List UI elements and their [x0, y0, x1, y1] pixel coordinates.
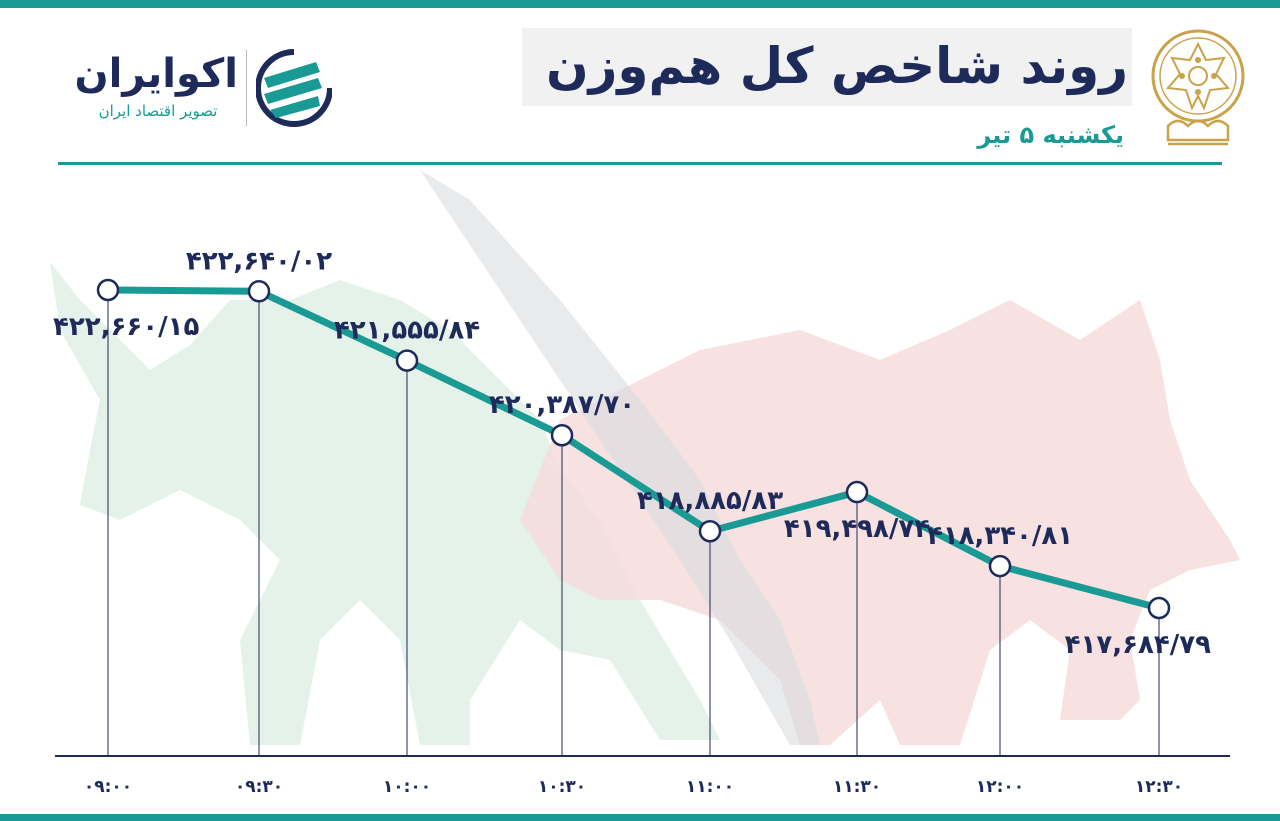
title-background: [522, 28, 1132, 106]
background-art: [50, 170, 1240, 745]
x-tick-label: ۰۹:۳۰: [235, 777, 283, 797]
data-point: [698, 519, 722, 543]
data-point: [96, 278, 120, 302]
brand-tagline: تصویر اقتصاد ایران: [98, 102, 218, 120]
x-tick-labels: ۰۹:۰۰ ۰۹:۳۰ ۱۰:۰۰ ۱۰:۳۰ ۱۱:۰۰ ۱۱:۳۰ ۱۲:۰۰ ۱۲:۳۰: [84, 777, 1183, 797]
data-label: ۴۱۹,۴۹۸/۷۴: [784, 514, 930, 544]
bull-icon: [50, 262, 720, 745]
bear-icon: [520, 300, 1240, 745]
guide-lines: [107, 290, 1160, 756]
data-point: [247, 280, 271, 303]
x-tick-label: ۱۰:۰۰: [383, 777, 431, 797]
data-label: ۴۱۷,۶۸۴/۷۹: [1065, 630, 1211, 660]
data-point: [1147, 596, 1171, 620]
x-tick-label: ۰۹:۰۰: [84, 777, 132, 797]
arrow-shadow: [420, 170, 820, 745]
data-label: ۴۲۲,۶۶۰/۱۵: [53, 312, 199, 342]
brand-separator: [246, 50, 247, 126]
tse-emblem-icon: [1151, 29, 1245, 146]
bottom-frame-bar: [0, 814, 1280, 821]
data-labels: ۴۲۲,۶۶۰/۱۵ ۴۲۲,۶۴۰/۰۲ ۴۲۱,۵۵۵/۸۴ ۴۲۰,۳۸۷/۷۰…: [53, 246, 1211, 660]
x-tick-label: ۱۱:۰۰: [686, 777, 734, 797]
data-points: [96, 278, 1171, 620]
x-tick-label: ۱۱:۳۰: [833, 777, 881, 797]
data-point: [395, 349, 419, 372]
page-title: روند شاخص کل هم‌وزن: [545, 37, 1128, 95]
x-tick-label: ۱۲:۰۰: [976, 777, 1024, 797]
top-frame-bar: [0, 0, 1280, 8]
data-label: ۴۲۱,۵۵۵/۸۴: [334, 316, 480, 346]
data-point: [550, 423, 574, 447]
header-divider: [58, 162, 1222, 165]
data-label: ۴۲۲,۶۴۰/۰۲: [186, 246, 332, 276]
x-tick-label: ۱۰:۳۰: [538, 777, 586, 797]
page-subtitle: یکشنبه ۵ تیر: [977, 121, 1124, 149]
x-tick-label: ۱۲:۳۰: [1135, 777, 1183, 797]
data-label: ۴۱۸,۳۴۰/۸۱: [927, 521, 1073, 551]
ecoiran-logo-icon: [256, 49, 332, 127]
data-label: ۴۲۰,۳۸۷/۷۰: [489, 390, 635, 420]
data-point: [845, 480, 869, 504]
series-line: [104, 286, 1163, 612]
brand-name: اکوایران: [74, 51, 238, 97]
data-point: [988, 554, 1012, 578]
data-label: ۴۱۸,۸۸۵/۸۳: [637, 486, 783, 516]
